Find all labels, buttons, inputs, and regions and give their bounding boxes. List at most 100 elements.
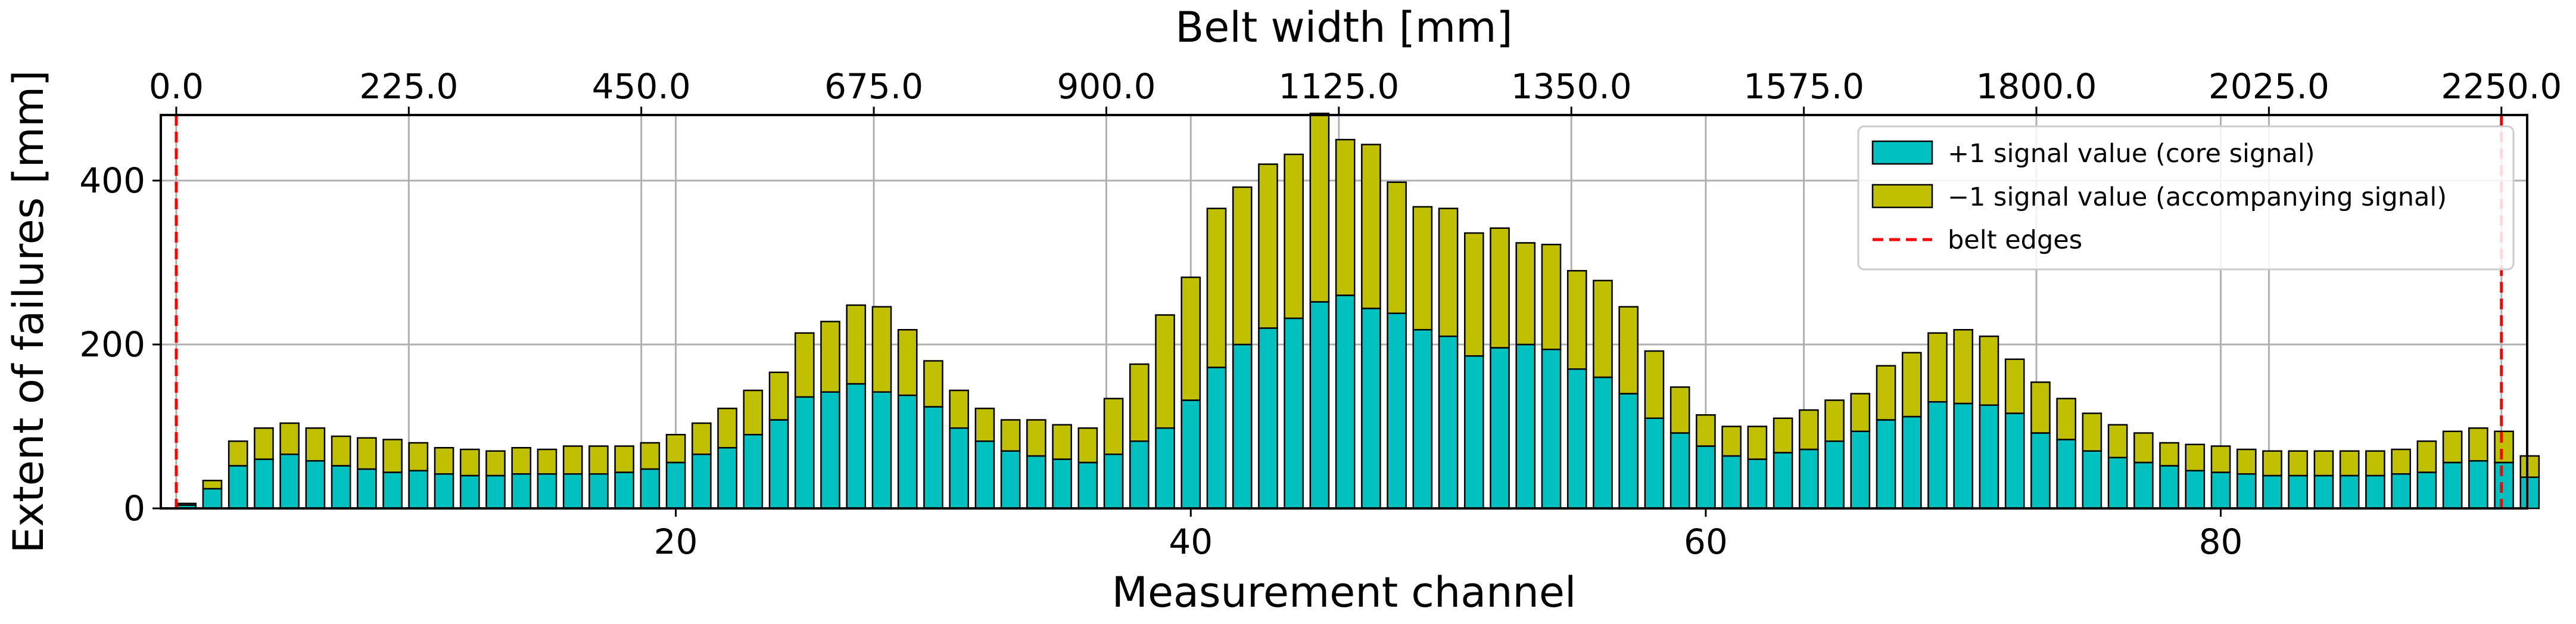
- top-x-tick-label: 1350.0: [1511, 66, 1632, 107]
- y-tick-label: 400: [79, 160, 145, 201]
- top-x-tick-label: 0.0: [149, 66, 204, 107]
- bar-core-ch74: [2082, 450, 2102, 510]
- bar-accompanying-ch4: [279, 422, 300, 455]
- bar-accompanying-ch82: [2288, 450, 2309, 477]
- bar-core-ch87: [2416, 471, 2437, 510]
- y-axis-title: Extent of failures [mm]: [4, 70, 53, 554]
- bar-accompanying-ch85: [2365, 450, 2385, 477]
- bar-accompanying-ch24: [794, 332, 815, 398]
- x-tick-label: 80: [2199, 521, 2243, 562]
- bar-core-ch11: [459, 474, 480, 510]
- bar-accompanying-ch62: [1773, 417, 1793, 454]
- bar-accompanying-ch81: [2262, 450, 2282, 477]
- bar-accompanying-ch2: [228, 440, 248, 467]
- bar-accompanying-ch15: [562, 445, 583, 475]
- bar-accompanying-ch40: [1206, 207, 1227, 368]
- bar-core-ch4: [279, 454, 300, 510]
- bar-accompanying-ch63: [1799, 409, 1819, 451]
- bar-accompanying-ch68: [1927, 332, 1948, 403]
- legend-label-core: +1 signal value (core signal): [1948, 139, 2315, 169]
- bar-core-ch68: [1927, 401, 1948, 510]
- bar-accompanying-ch8: [382, 439, 403, 473]
- legend-label-accompanying: −1 signal value (accompanying signal): [1948, 182, 2447, 212]
- bar-accompanying-ch43: [1284, 153, 1304, 319]
- bar-accompanying-ch5: [305, 427, 326, 462]
- bar-accompanying-ch31: [974, 408, 995, 442]
- bar-core-ch56: [1618, 393, 1639, 510]
- bar-accompanying-ch30: [949, 389, 969, 429]
- bar-core-ch45: [1335, 294, 1356, 510]
- bar-core-ch17: [614, 471, 634, 510]
- bar-core-ch38: [1155, 427, 1175, 510]
- bar-accompanying-ch12: [485, 450, 506, 477]
- bar-core-ch58: [1669, 432, 1690, 510]
- legend-swatch-accompanying: [1871, 184, 1933, 209]
- bar-core-ch42: [1258, 327, 1278, 510]
- top-x-tick-label: 1800.0: [1976, 66, 2097, 107]
- bar-accompanying-ch73: [2056, 398, 2076, 440]
- bar-accompanying-ch19: [665, 434, 686, 464]
- bar-accompanying-ch60: [1721, 426, 1742, 457]
- bar-core-ch27: [871, 391, 892, 510]
- bar-accompanying-ch66: [1876, 365, 1896, 421]
- bar-accompanying-ch21: [717, 408, 737, 449]
- bar-accompanying-ch51: [1490, 227, 1510, 349]
- bar-accompanying-ch39: [1180, 277, 1201, 401]
- bar-core-ch50: [1464, 355, 1484, 510]
- bar-accompanying-ch88: [2442, 430, 2463, 464]
- bar-accompanying-ch90: [2494, 430, 2514, 464]
- bar-core-ch85: [2365, 474, 2385, 510]
- bar-accompanying-ch18: [640, 442, 661, 470]
- top-x-tick-label: 450.0: [592, 66, 691, 107]
- bar-core-ch25: [820, 391, 840, 510]
- bar-core-ch3: [254, 458, 274, 510]
- bar-accompanying-ch9: [408, 442, 429, 471]
- bar-accompanying-ch78: [2185, 443, 2206, 471]
- bar-core-ch77: [2159, 465, 2179, 510]
- bar-core-ch13: [511, 473, 532, 510]
- bar-core-ch26: [846, 383, 867, 510]
- bar-core-ch61: [1747, 458, 1768, 510]
- bar-core-ch86: [2391, 473, 2411, 510]
- bar-accompanying-ch0: [176, 502, 197, 506]
- bar-core-ch40: [1206, 367, 1227, 510]
- bar-core-ch32: [1000, 450, 1021, 510]
- bar-core-ch88: [2442, 461, 2463, 510]
- bar-core-ch67: [1901, 415, 1922, 510]
- bar-core-ch66: [1876, 419, 1896, 510]
- bar-core-ch39: [1180, 399, 1201, 510]
- bar-core-ch16: [588, 473, 609, 510]
- bar-accompanying-ch1: [202, 480, 223, 490]
- bar-accompanying-ch64: [1824, 399, 1845, 442]
- bar-accompanying-ch59: [1696, 414, 1716, 447]
- bar-core-ch19: [665, 461, 686, 510]
- bar-core-ch37: [1129, 440, 1150, 510]
- bars: [176, 113, 2540, 510]
- bar-core-ch69: [1953, 402, 1974, 510]
- top-x-tick-label: 2250.0: [2441, 66, 2562, 107]
- bar-core-ch83: [2313, 474, 2334, 510]
- bar-core-ch10: [434, 473, 454, 510]
- bar-accompanying-ch26: [846, 304, 867, 385]
- bar-core-ch44: [1309, 301, 1330, 510]
- bar-accompanying-ch86: [2391, 448, 2411, 475]
- x-tick-label: 60: [1684, 521, 1728, 562]
- bar-core-ch34: [1052, 458, 1072, 510]
- bar-core-ch30: [949, 427, 969, 510]
- bar-core-ch29: [923, 406, 943, 510]
- bar-accompanying-ch53: [1541, 244, 1562, 350]
- legend-label-edges: belt edges: [1948, 225, 2082, 255]
- bar-core-ch73: [2056, 439, 2076, 510]
- bar-core-ch65: [1850, 430, 1871, 510]
- bar-core-ch80: [2236, 473, 2257, 510]
- bar-accompanying-ch50: [1464, 232, 1484, 357]
- bar-accompanying-ch83: [2313, 450, 2334, 477]
- bar-accompanying-ch28: [897, 329, 918, 396]
- bar-accompanying-ch16: [588, 445, 609, 475]
- bar-accompanying-ch48: [1412, 206, 1433, 331]
- bar-accompanying-ch75: [2107, 424, 2128, 458]
- bar-accompanying-ch58: [1669, 386, 1690, 434]
- bar-core-ch1: [202, 488, 223, 510]
- top-x-tick-label: 1125.0: [1278, 66, 1399, 107]
- bar-accompanying-ch45: [1335, 139, 1356, 296]
